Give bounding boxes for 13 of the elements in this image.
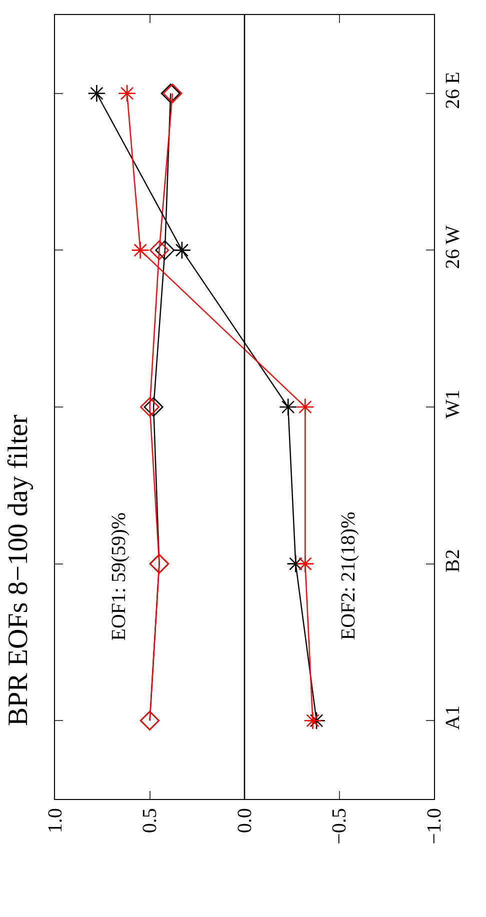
x-tick-label: −1.0 bbox=[424, 808, 446, 844]
x-tick-label: 0.0 bbox=[234, 808, 256, 834]
x-tick-label: −0.5 bbox=[328, 808, 351, 844]
text: BPR EOFs 8−100 day filter bbox=[3, 414, 34, 726]
annotation: EOF1: 59(59)% bbox=[108, 512, 130, 641]
x-tick-label: 0.5 bbox=[139, 808, 162, 834]
y-tick-label: 26 E bbox=[442, 72, 464, 110]
y-tick-label: A1 bbox=[442, 705, 464, 730]
annotation: EOF2: 21(18)% bbox=[337, 512, 360, 640]
x-tick-label: 1.0 bbox=[44, 808, 66, 834]
y-tick-label: 26 W bbox=[442, 225, 464, 269]
y-tick-label: B2 bbox=[442, 549, 464, 572]
y-tick-label: W1 bbox=[442, 390, 464, 418]
